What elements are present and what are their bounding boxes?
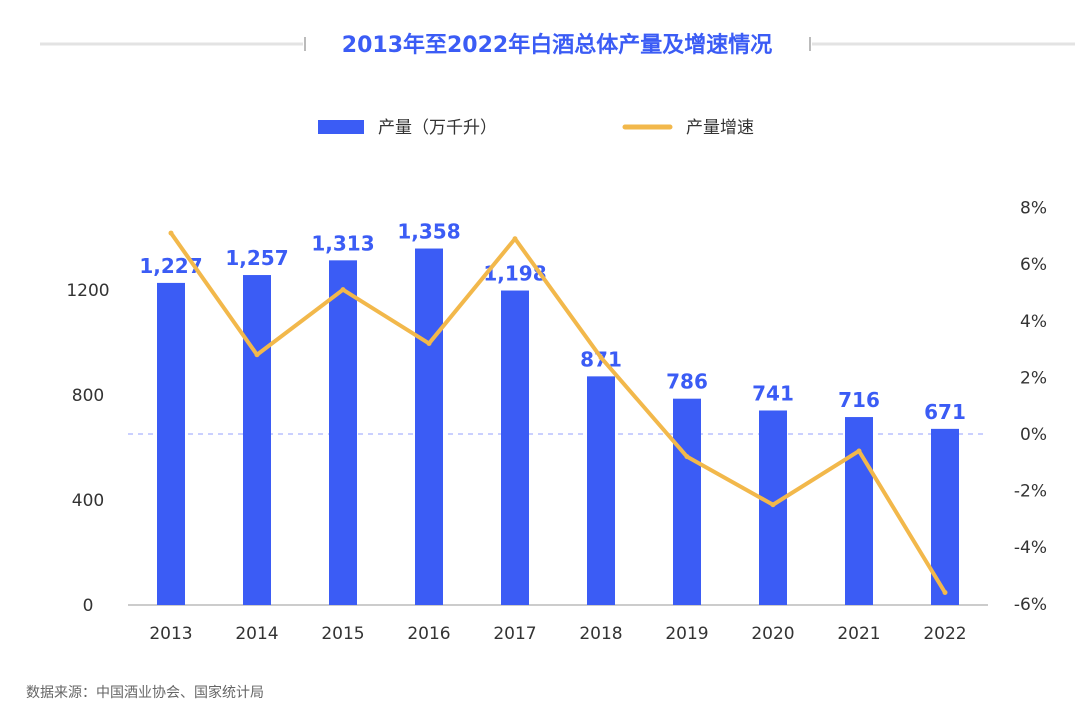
bar — [673, 398, 701, 605]
y-right-tick-label: 8% — [1020, 199, 1047, 219]
x-tick-label: 2018 — [579, 624, 622, 644]
y-left-tick-label: 1200 — [66, 281, 109, 301]
bar-value-label: 1,313 — [311, 231, 374, 255]
bar — [501, 290, 529, 605]
growth-rate-point — [168, 230, 174, 236]
bar-value-label: 671 — [924, 400, 966, 424]
growth-rate-point — [942, 589, 948, 595]
bar — [329, 260, 357, 605]
y-right-tick-label: 4% — [1020, 312, 1047, 332]
growth-rate-line — [169, 231, 947, 595]
bar-value-label: 716 — [838, 388, 880, 412]
bar-value-label: 1,358 — [397, 220, 460, 244]
y-right-tick-label: 6% — [1020, 255, 1047, 275]
growth-rate-point — [684, 454, 690, 460]
x-tick-label: 2014 — [235, 624, 278, 644]
growth-rate-point — [254, 352, 260, 358]
growth-rate-point — [770, 502, 776, 508]
y-right-tick-label: -4% — [1014, 538, 1047, 558]
chart-title: 2013年至2022年白酒总体产量及增速情况 — [342, 32, 772, 58]
x-tick-label: 2022 — [923, 624, 966, 644]
bar-value-label: 1,257 — [225, 246, 288, 270]
bar-value-label: 786 — [666, 370, 708, 394]
y-left-tick-label: 0 — [83, 596, 94, 616]
bar — [759, 410, 787, 605]
y-right-tick-label: 0% — [1020, 425, 1047, 445]
bar — [415, 248, 443, 605]
legend-bar-label: 产量（万千升） — [378, 118, 497, 138]
bar — [845, 417, 873, 605]
y-right-tick-label: 2% — [1020, 368, 1047, 388]
growth-rate-point — [426, 340, 432, 346]
x-tick-label: 2019 — [665, 624, 708, 644]
x-tick-label: 2020 — [751, 624, 794, 644]
x-tick-label: 2021 — [837, 624, 880, 644]
bar — [587, 376, 615, 605]
bar — [157, 282, 185, 605]
legend-line-label: 产量增速 — [686, 118, 754, 138]
growth-rate-point — [512, 236, 518, 242]
growth-rate-point — [340, 287, 346, 293]
x-tick-label: 2015 — [321, 624, 364, 644]
growth-rate-point — [598, 355, 604, 361]
x-tick-label: 2016 — [407, 624, 450, 644]
x-tick-label: 2013 — [149, 624, 192, 644]
legend-bar-swatch — [318, 120, 364, 134]
bar-value-label: 741 — [752, 381, 794, 405]
x-tick-label: 2017 — [493, 624, 536, 644]
y-left-tick-label: 400 — [72, 491, 104, 511]
growth-rate-point — [856, 448, 862, 454]
bar — [243, 275, 271, 605]
source-note: 数据来源：中国酒业协会、国家统计局 — [26, 684, 264, 701]
y-left-tick-label: 800 — [72, 386, 104, 406]
y-right-tick-label: -6% — [1014, 595, 1047, 615]
y-right-tick-label: -2% — [1014, 482, 1047, 502]
